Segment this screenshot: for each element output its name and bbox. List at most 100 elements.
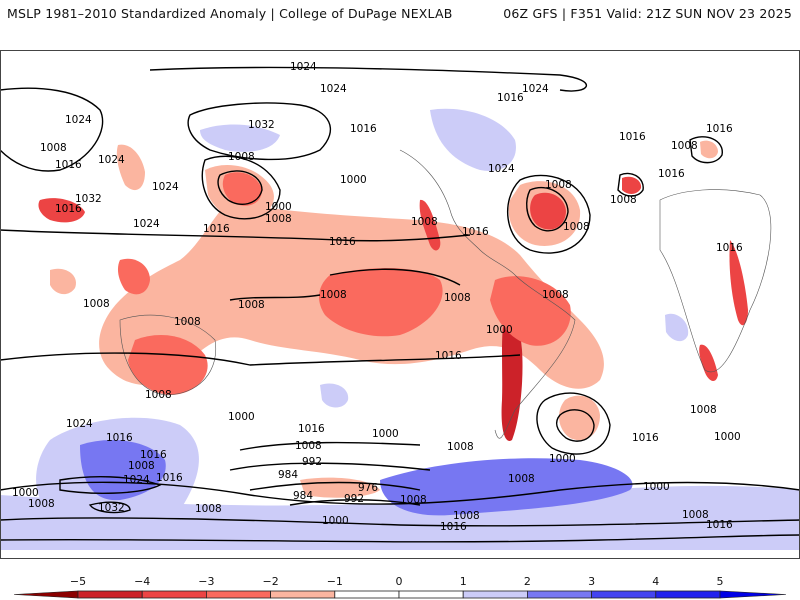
anomaly-area-weddell xyxy=(380,458,633,516)
colorbar-tick-label: −4 xyxy=(134,575,150,588)
isobar-label: 1016 xyxy=(156,472,183,484)
isobar-label: 1008 xyxy=(320,289,347,301)
colorbar-segment xyxy=(398,590,464,599)
anomaly-area-arctic-canada xyxy=(200,124,280,152)
isobar-label: 1016 xyxy=(619,131,646,143)
isobar-label: 1000 xyxy=(12,487,39,499)
anomaly-area-hudson xyxy=(430,108,516,171)
colorbar-tick-label: 3 xyxy=(588,575,595,588)
colorbar-tick-label: −3 xyxy=(198,575,214,588)
isobar-label: 1016 xyxy=(497,92,524,104)
isobar-label: 1016 xyxy=(632,432,659,444)
anomaly-area-africa-west xyxy=(665,313,689,342)
colorbar-tick-label: 4 xyxy=(652,575,659,588)
anomaly-area-baltic xyxy=(700,140,718,159)
anomaly-area-himalaya xyxy=(38,198,85,223)
anomaly-area-iberia xyxy=(622,176,642,194)
colorbar-tick-label: −1 xyxy=(327,575,343,588)
colorbar-segment xyxy=(591,590,657,599)
anomaly-area-southern-indian-core xyxy=(80,440,166,501)
colorbar-segment xyxy=(77,590,143,599)
isobar-label: 1008 xyxy=(690,404,717,416)
isobar-label: 1008 xyxy=(444,292,471,304)
isobar-label: 1016 xyxy=(55,159,82,171)
colorbar-arrow-high xyxy=(719,590,787,599)
colorbar: −5 −4 −3 −2 −1 0 1 2 3 4 5 xyxy=(13,575,787,599)
colorbar-segment xyxy=(334,590,400,599)
isobar-label: 1016 xyxy=(435,350,462,362)
isobar-label: 1024 xyxy=(66,418,93,430)
isobar-label: 1016 xyxy=(462,226,489,238)
anomaly-area-south-atlantic xyxy=(558,395,600,441)
isobar-label: 1016 xyxy=(140,449,167,461)
isobar-label: 1016 xyxy=(298,423,325,435)
isobar-label: 984 xyxy=(278,469,298,481)
isobar-label: 1000 xyxy=(486,324,513,336)
isobar-label: 1008 xyxy=(174,316,201,328)
colorbar-segment xyxy=(141,590,207,599)
anomaly-area-indonesia xyxy=(117,258,150,295)
anomaly-area-east-africa xyxy=(729,240,748,326)
isobar-label: 1016 xyxy=(106,432,133,444)
isobar-label: 1008 xyxy=(195,503,222,515)
isobar-label: 1008 xyxy=(295,440,322,452)
isobar-label: 1008 xyxy=(411,216,438,228)
isobar-label: 1024 xyxy=(320,83,347,95)
isobar-label: 1000 xyxy=(643,481,670,493)
isobar-label: 1008 xyxy=(542,289,569,301)
isobar-label: 1008 xyxy=(453,510,480,522)
isobar-label: 1016 xyxy=(706,519,733,531)
map-title: MSLP 1981–2010 Standardized Anomaly | Co… xyxy=(7,6,453,21)
isobar-label: 1016 xyxy=(203,223,230,235)
isobar-label: 1032 xyxy=(248,119,275,131)
colorbar-segment xyxy=(655,590,721,599)
coastlines xyxy=(119,149,772,439)
isobar-label: 1000 xyxy=(265,201,292,213)
isobar-label: 1000 xyxy=(372,428,399,440)
isobar-label: 1016 xyxy=(55,203,82,215)
colorbar-segment xyxy=(527,590,593,599)
colorbar-tick-label: 0 xyxy=(396,575,403,588)
colorbar-tick-label: 2 xyxy=(524,575,531,588)
isobar-label: 1000 xyxy=(714,431,741,443)
isobar-label: 1008 xyxy=(145,389,172,401)
colorbar-tick-label: 1 xyxy=(460,575,467,588)
isobar-label: 1016 xyxy=(350,123,377,135)
colorbar-tick-label: −2 xyxy=(262,575,278,588)
isobar-label: 1024 xyxy=(65,114,92,126)
isobar-label: 1032 xyxy=(98,502,125,514)
isobar-label: 1024 xyxy=(98,154,125,166)
anomaly-area-central-pacific xyxy=(318,268,443,337)
isobar-label: 1024 xyxy=(290,61,317,73)
anomaly-area-north-pacific-core xyxy=(222,172,262,206)
isobar-label: 992 xyxy=(344,493,364,505)
colorbar-arrow-low xyxy=(13,590,79,599)
colorbar-tick-label: 5 xyxy=(717,575,724,588)
isobar-label: 1008 xyxy=(610,194,637,206)
isobar-label: 1008 xyxy=(545,179,572,191)
isobar-label: 1008 xyxy=(671,140,698,152)
isobar-label: 1024 xyxy=(488,163,515,175)
isobar-label: 1000 xyxy=(340,174,367,186)
colorbar-tick-label: −5 xyxy=(70,575,86,588)
isobar-label: 1024 xyxy=(152,181,179,193)
anomaly-area-south-pacific-blob xyxy=(320,383,349,408)
anomaly-area-north-atlantic-core xyxy=(530,192,566,230)
isobars xyxy=(0,66,800,543)
isobar-label: 984 xyxy=(293,490,313,502)
isobar-label: 1024 xyxy=(133,218,160,230)
isobar-label: 1016 xyxy=(329,236,356,248)
isobar-labels: 1024 1024 1024 1016 1024 1008 1016 1024 … xyxy=(12,61,743,533)
isobar-label: 1000 xyxy=(322,515,349,527)
isobar-label: 1032 xyxy=(75,193,102,205)
isobar-label: 1008 xyxy=(563,221,590,233)
colorbar-segment xyxy=(462,590,528,599)
anomaly-area-south-africa xyxy=(699,344,718,382)
isobar-label: 1008 xyxy=(228,151,255,163)
isobar-label: 1016 xyxy=(658,168,685,180)
isobar-label: 976 xyxy=(358,482,378,494)
isobar-label: 1016 xyxy=(716,242,743,254)
isobar-label: 1008 xyxy=(447,441,474,453)
isobar-label: 1024 xyxy=(522,83,549,95)
anomaly-area-south-america xyxy=(490,276,571,346)
